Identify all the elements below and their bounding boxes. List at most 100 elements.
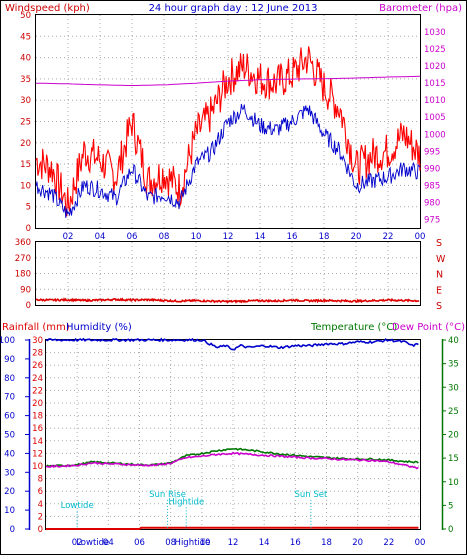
barometer-tick-label: 1005: [424, 113, 446, 123]
temperature-tick-label: 25: [448, 407, 459, 417]
humidity-tick-label: 30: [4, 468, 15, 478]
barometer-tick-label: 1015: [424, 79, 446, 89]
bottom-x-label: 02: [72, 538, 83, 548]
bottom-x-label: 20: [352, 538, 363, 548]
temperature-tick-label: 15: [448, 454, 459, 464]
dewpoint-axis-title: Dew Point (°C): [392, 322, 465, 333]
direction-tick-label: 0: [26, 301, 31, 311]
graph-title: 24 hour graph day : 12 June 2013: [149, 3, 318, 14]
humidity-tick-label: 70: [4, 393, 15, 403]
wind-x-tick-label: 00: [415, 232, 426, 242]
barometer-tick-label: 1010: [424, 96, 446, 106]
barometer-tick-label: 1000: [424, 130, 446, 140]
bottom-x-label: 04: [103, 538, 114, 548]
bottom-x-label: 16: [290, 538, 301, 548]
wind-baro-grid: [36, 15, 420, 228]
wind-x-tick-label: 04: [95, 232, 106, 242]
bottom-x-label: 18: [321, 538, 332, 548]
windspeed-tick-label: 40: [20, 54, 31, 64]
barometer-tick-label: 1030: [424, 28, 446, 38]
barometer-tick-label: 995: [424, 147, 440, 157]
rainfall-tick-label: 8: [38, 475, 43, 485]
barometer-tick-label: 985: [424, 181, 440, 191]
rainfall-tick-label: 6: [38, 487, 43, 497]
wind-x-tick-label: 10: [191, 232, 202, 242]
tide-sun-label: Sun Set: [294, 490, 327, 500]
barometer-tick-label: 980: [424, 198, 440, 208]
bottom-x-label: Hightide: [175, 538, 211, 548]
rain-hum-temp-series: [45, 337, 419, 530]
direction-tick-label: 270: [15, 254, 31, 264]
windspeed-tick-label: 35: [20, 75, 31, 85]
direction-tick-label: 180: [15, 270, 31, 280]
direction-grid: [36, 242, 420, 305]
wind-baro-panel: [35, 14, 421, 229]
bottom-x-label: 00: [415, 538, 426, 548]
direction-panel: [35, 241, 421, 306]
wind-x-tick-label: 14: [255, 232, 266, 242]
windspeed-tick-label: 50: [20, 11, 31, 21]
humidity-y-ticks: 0 10 20 30 40 50 60 70 80 90 100: [0, 336, 29, 535]
wind-x-tick-label: 08: [159, 232, 170, 242]
compass-label: S: [436, 301, 442, 312]
wind-x-tick-label: 06: [127, 232, 138, 242]
wind-x-tick-label: 12: [223, 232, 234, 242]
humidity-tick-label: 50: [4, 431, 15, 441]
barometer-line: [36, 75, 421, 86]
wind-x-tick-label: 02: [63, 232, 74, 242]
wind-avg-line: [35, 46, 421, 217]
rainfall-tick-label: 22: [32, 386, 43, 396]
rainfall-tick-label: 20: [32, 399, 43, 409]
humidity-tick-label: 80: [4, 374, 15, 384]
wind-direction-trace: [35, 297, 420, 304]
temperature-tick-label: 30: [448, 383, 459, 393]
bottom-x-label: 06: [134, 538, 145, 548]
windspeed-tick-label: 30: [20, 96, 31, 106]
dewpoint-line: [45, 451, 419, 470]
humidity-tick-label: 10: [4, 506, 15, 516]
wind-x-tick-label: 16: [287, 232, 298, 242]
bottom-x-label: 10: [200, 538, 211, 548]
compass-label: W: [436, 254, 446, 265]
humidity-axis-title: Humidity (%): [66, 322, 132, 333]
bottom-x-label: 14: [259, 538, 270, 548]
temperature-tick-label: 20: [448, 431, 459, 441]
windspeed-axis-title: Windspeed (kph): [5, 3, 90, 14]
rainfall-line: [46, 526, 419, 530]
rainfall-axis-title: Rainfall (mm): [2, 322, 70, 333]
windspeed-tick-label: 25: [20, 118, 31, 128]
compass-label: N: [436, 270, 443, 281]
bottom-x-label: 22: [383, 538, 394, 548]
windspeed-y-ticks: 0 5 10 15 20 25 30 35 40 45 50: [20, 11, 31, 234]
windspeed-tick-label: 0: [26, 224, 31, 234]
windspeed-tick-label: 45: [20, 32, 31, 42]
temperature-line: [45, 447, 419, 468]
temperature-tick-label: 40: [448, 336, 459, 346]
rain-hum-temp-panel: [45, 339, 421, 530]
rainfall-tick-label: 28: [32, 349, 43, 359]
windspeed-tick-label: 5: [26, 203, 31, 213]
wind-baro-series: [35, 46, 421, 218]
humidity-line: [45, 337, 419, 351]
windspeed-tick-label: 15: [20, 160, 31, 170]
humidity-tick-label: 60: [4, 412, 15, 422]
tide-sun-label: Hightide: [168, 497, 204, 507]
compass-label: S: [436, 238, 442, 249]
barometer-tick-label: 1020: [424, 62, 446, 72]
rainfall-tick-label: 14: [32, 437, 43, 447]
barometer-tick-label: 975: [424, 215, 440, 225]
barometer-tick-label: 1025: [424, 45, 446, 55]
rainfall-tick-label: 2: [38, 512, 43, 522]
direction-y-ticks: 0 90 180 270 360: [15, 238, 31, 311]
bottom-x-label: Lowtide: [76, 538, 109, 548]
rainfall-tick-label: 16: [32, 424, 43, 434]
rainfall-tick-label: 24: [32, 374, 43, 384]
barometer-axis-title: Barometer (hpa): [379, 3, 462, 14]
humidity-tick-label: 100: [0, 336, 15, 346]
temperature-tick-label: 35: [448, 360, 459, 370]
tide-sun-label: Lowtide: [61, 501, 94, 511]
rainfall-tick-label: 10: [32, 462, 43, 472]
